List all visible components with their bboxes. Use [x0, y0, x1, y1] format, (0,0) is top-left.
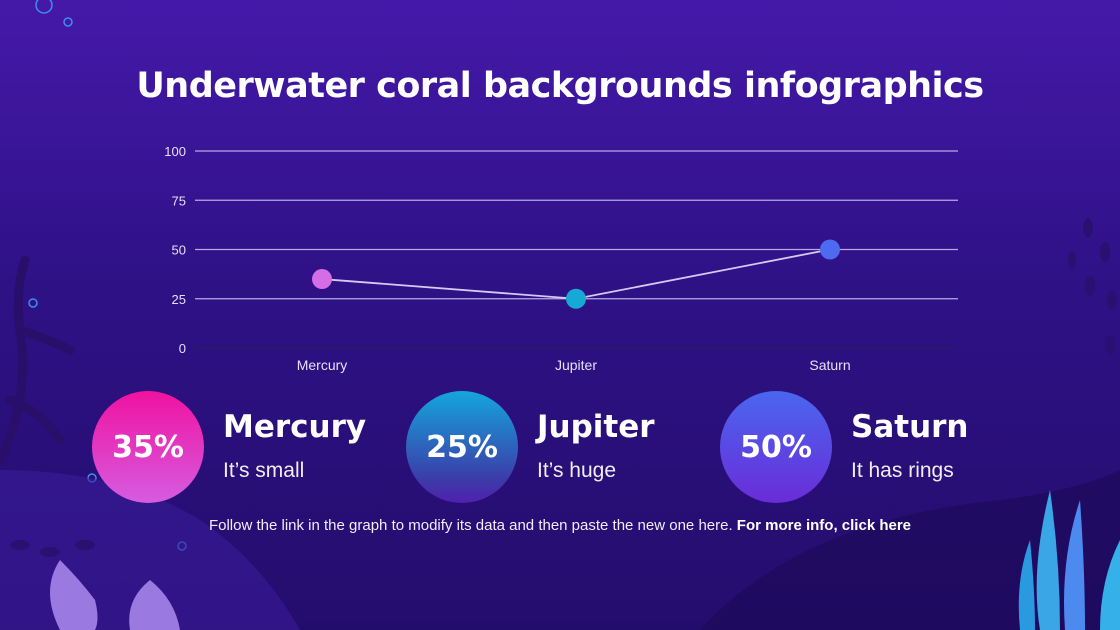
line-chart: 0 25 50 75 100 Mercury Jupiter Saturn: [164, 144, 958, 373]
bubble-icon: [28, 298, 38, 308]
data-point: [312, 269, 332, 290]
bubble-icon: [63, 17, 73, 27]
y-tick-label: 50: [172, 243, 186, 258]
x-tick-label: Saturn: [809, 357, 850, 373]
card-name: Mercury: [223, 409, 367, 445]
percent-badge: 50%: [720, 391, 832, 503]
bubble-icon: [35, 0, 53, 14]
y-tick-label: 0: [179, 341, 186, 356]
leaf-coral-icon: [50, 560, 180, 630]
card-name: Saturn: [851, 409, 969, 445]
y-tick-label: 25: [172, 292, 186, 307]
page-title: Underwater coral backgrounds infographic…: [136, 66, 984, 106]
x-tick-label: Jupiter: [555, 357, 597, 373]
data-point: [820, 239, 840, 260]
coral-branch-icon: [0, 255, 75, 465]
fish-school-icon: [10, 218, 1117, 557]
card-name: Jupiter: [537, 409, 655, 445]
data-point: [566, 288, 586, 309]
seabed-shape: [700, 470, 1120, 630]
footer-note: Follow the link in the graph to modify i…: [0, 517, 1120, 534]
card-desc: It’s small: [223, 459, 305, 482]
percent-badge: 35%: [92, 391, 204, 503]
percent-badge: 25%: [406, 391, 518, 503]
card-desc: It’s huge: [537, 459, 617, 482]
footer-text: Follow the link in the graph to modify i…: [208, 517, 737, 534]
card-desc: It has rings: [851, 459, 954, 482]
y-tick-label: 75: [172, 193, 186, 208]
y-tick-label: 100: [164, 144, 186, 159]
x-tick-label: Mercury: [297, 357, 348, 373]
more-info-link[interactable]: For more info, click here: [736, 517, 912, 534]
seaweed-icon: [1018, 490, 1120, 630]
